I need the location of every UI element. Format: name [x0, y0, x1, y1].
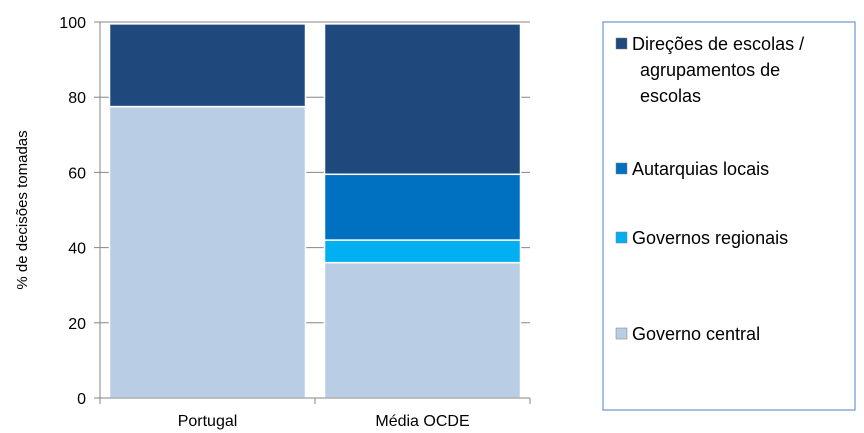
legend-label: agrupamentos de: [640, 60, 780, 80]
y-tick-label: 60: [68, 165, 86, 182]
bar-segment: [323, 261, 522, 399]
legend-swatch: [615, 327, 628, 340]
y-tick-label: 40: [68, 241, 86, 258]
bar-segment: [323, 239, 522, 264]
bars: [108, 23, 522, 399]
y-tick-label: 80: [68, 90, 86, 107]
legend-box: [602, 21, 856, 411]
legend-items: Direções de escolas / agrupamentos de esco…: [615, 34, 804, 344]
legend-swatch: [615, 37, 628, 50]
y-tick-label: 0: [77, 391, 86, 408]
x-tick-label: Média OCDE: [375, 413, 469, 430]
legend-label: escolas: [640, 86, 701, 106]
bar-segment: [323, 173, 522, 241]
legend-label: Autarquias locais: [632, 159, 769, 179]
legend-swatch: [615, 231, 628, 244]
x-tick-labels: Portugal Média OCDE: [178, 413, 470, 430]
y-tick-label: 100: [59, 15, 86, 32]
legend: Direções de escolas / agrupamentos de esco…: [602, 21, 856, 411]
y-tick-labels: 0 20 40 60 80 100: [59, 15, 86, 408]
bar-segment: [108, 105, 307, 399]
y-tick-label: 20: [68, 316, 86, 333]
axes: [94, 21, 531, 404]
legend-label: Governos regionais: [632, 228, 788, 248]
bar-segment: [108, 23, 307, 108]
bar-segment: [323, 23, 522, 176]
y-axis-title: % de decisões tomadas: [14, 130, 31, 289]
legend-label: Governo central: [632, 324, 760, 344]
legend-swatch: [615, 162, 628, 175]
x-tick-label: Portugal: [178, 413, 238, 430]
legend-label: Direções de escolas /: [632, 34, 804, 54]
